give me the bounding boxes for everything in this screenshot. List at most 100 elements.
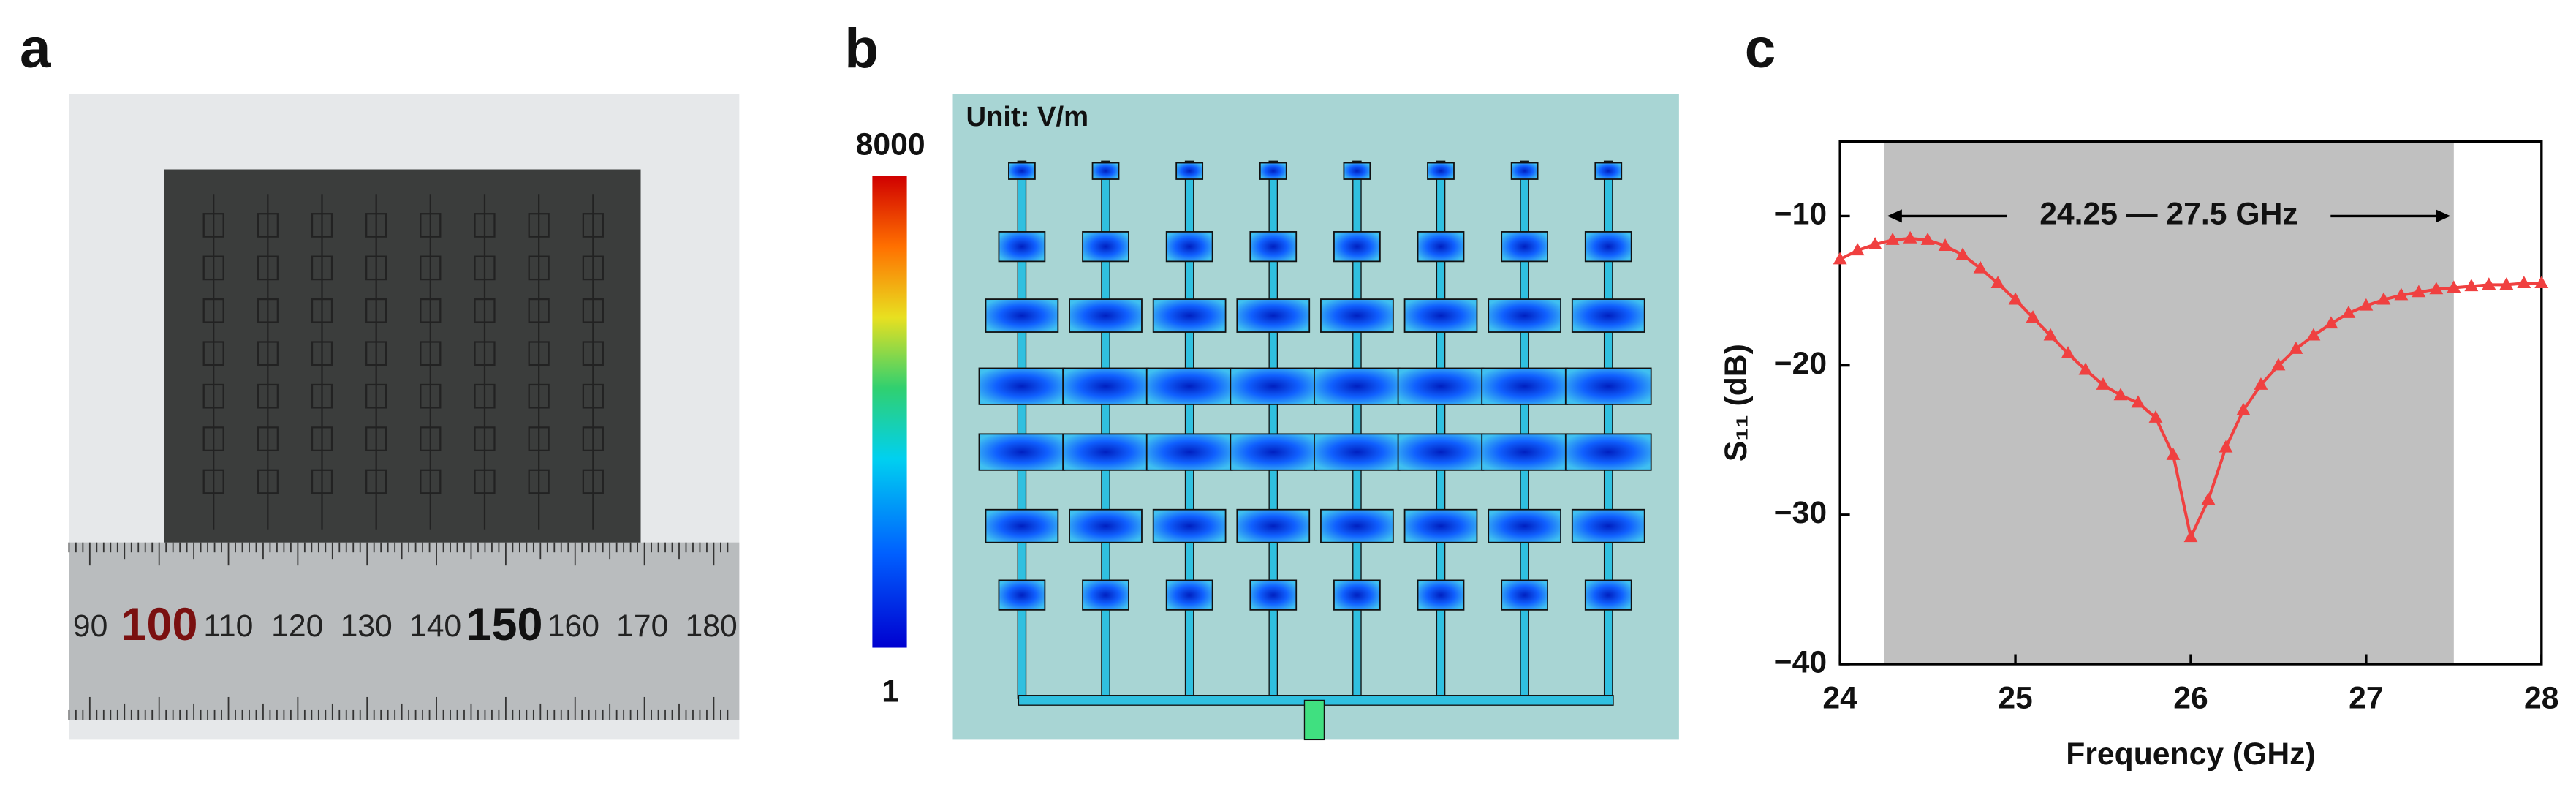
patch: [1481, 367, 1568, 405]
point: [2254, 377, 2268, 390]
patch: [257, 213, 279, 238]
patch: [1230, 433, 1317, 471]
patch: [1062, 433, 1149, 471]
ruler-label: 160: [548, 609, 599, 644]
patch: [582, 255, 604, 281]
patch: [202, 255, 224, 281]
point: [2482, 277, 2496, 290]
x-tick-label: 25: [1998, 681, 2032, 716]
point: [2464, 279, 2479, 292]
point: [1885, 232, 1900, 245]
patch: [365, 255, 387, 281]
patch: [311, 298, 333, 323]
patch: [420, 469, 442, 494]
patch: [1403, 298, 1478, 333]
patch: [582, 383, 604, 409]
patch: [1501, 579, 1548, 611]
arrow-head: [2436, 209, 2451, 223]
annotation: 24.25 — 27.5 GHz: [2039, 197, 2298, 232]
point: [2324, 316, 2338, 329]
patch: [1249, 579, 1298, 611]
patch: [1510, 162, 1539, 180]
patch: [1594, 162, 1623, 180]
patch: [528, 255, 550, 281]
field-background: [952, 94, 1679, 740]
point: [1833, 252, 1847, 265]
patch: [474, 298, 496, 323]
colorbar: [872, 176, 907, 648]
patch: [1397, 367, 1485, 405]
ruler-label: 90: [73, 609, 107, 644]
patch: [420, 383, 442, 409]
patch: [257, 341, 279, 366]
patch: [1481, 433, 1568, 471]
point: [1903, 230, 1917, 244]
patch: [1584, 231, 1632, 263]
patch: [1236, 298, 1311, 333]
patch: [1488, 508, 1561, 543]
patch: [1008, 162, 1036, 180]
patch: [1175, 162, 1204, 180]
point: [2078, 362, 2093, 375]
patch: [998, 231, 1046, 263]
point: [2376, 292, 2391, 305]
antenna-sheet: [164, 169, 641, 548]
patch: [985, 508, 1059, 543]
sheet-pattern: [202, 194, 604, 530]
patch: [420, 213, 442, 238]
patch: [257, 426, 279, 451]
unit-label: Unit: V/m: [966, 101, 1089, 132]
patch: [1165, 231, 1213, 263]
patch: [311, 255, 333, 281]
point: [2061, 346, 2075, 359]
patch: [1564, 433, 1652, 471]
patch: [420, 341, 442, 366]
patch: [528, 426, 550, 451]
point: [2271, 358, 2286, 371]
patch: [985, 298, 1059, 333]
patch: [1069, 508, 1143, 543]
ruler-label: 180: [686, 609, 738, 644]
patch: [528, 469, 550, 494]
patch: [1320, 298, 1394, 333]
patch: [1343, 162, 1371, 180]
patch: [474, 383, 496, 409]
point: [2183, 530, 2198, 543]
point: [2026, 310, 2040, 323]
patch: [1564, 367, 1652, 405]
ruler-label: 100: [121, 599, 198, 650]
point: [2219, 440, 2233, 453]
patch: [1236, 508, 1311, 543]
patch: [311, 469, 333, 494]
point: [1850, 243, 1865, 256]
y-tick-label: −10: [1774, 197, 1827, 232]
patch: [1152, 508, 1227, 543]
point: [2517, 276, 2531, 289]
patch: [202, 469, 224, 494]
patch: [474, 255, 496, 281]
patch: [1069, 298, 1143, 333]
patch: [420, 255, 442, 281]
patch: [365, 213, 387, 238]
patch: [1152, 298, 1227, 333]
field-array: [978, 160, 1652, 741]
patch: [528, 341, 550, 366]
patch: [1403, 508, 1478, 543]
patch: [202, 341, 224, 366]
patch: [1397, 433, 1485, 471]
point: [2341, 306, 2356, 318]
y-axis-label: S₁₁ (dB): [1719, 344, 1754, 462]
patch: [202, 298, 224, 323]
patch: [1320, 508, 1394, 543]
point: [2148, 410, 2163, 423]
patch: [1082, 231, 1129, 263]
patch: [365, 383, 387, 409]
arrow-head: [1887, 209, 1902, 223]
point: [2499, 277, 2514, 290]
patch: [1417, 231, 1465, 263]
point: [1990, 276, 2005, 289]
patch: [528, 298, 550, 323]
panel-label: a: [20, 18, 51, 80]
patch: [1259, 162, 1287, 180]
